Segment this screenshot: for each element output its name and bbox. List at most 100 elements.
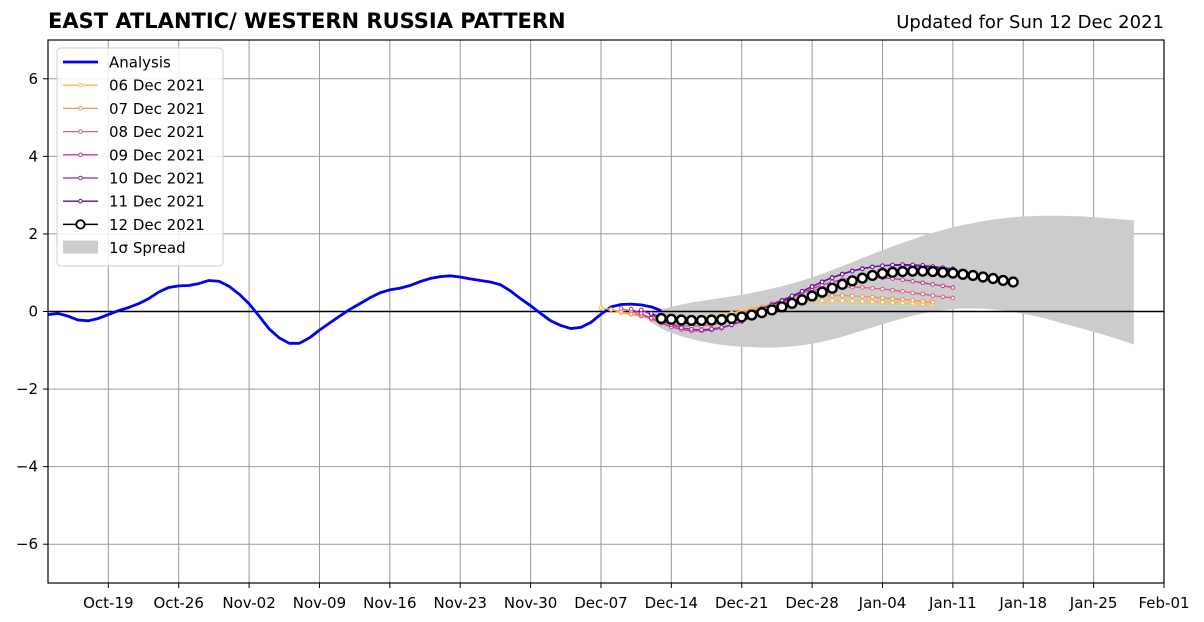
y-tick-label: −4 <box>16 458 38 476</box>
forecast-point <box>907 265 919 277</box>
forecast-point <box>608 307 614 312</box>
forecast-point <box>870 294 875 300</box>
forecast-point <box>860 266 865 272</box>
forecast-point <box>819 279 825 285</box>
forecast-point <box>655 312 667 325</box>
forecast-point <box>826 282 838 294</box>
forecast-point <box>839 293 845 298</box>
forecast-point <box>598 305 604 310</box>
forecast-point <box>900 277 905 282</box>
forecast-point <box>927 265 939 278</box>
legend-item: Analysis <box>63 54 171 72</box>
forecast-point <box>850 298 855 304</box>
forecast-point <box>957 268 969 280</box>
forecast-point <box>679 325 684 331</box>
forecast-point <box>829 298 835 303</box>
legend-label: 12 Dec 2021 <box>109 216 205 234</box>
forecast-point <box>910 297 915 303</box>
forecast-point <box>776 301 788 313</box>
forecast-point <box>910 290 915 296</box>
forecast-point <box>716 314 728 326</box>
forecast-point <box>695 314 708 327</box>
legend-swatch-marker <box>78 106 83 111</box>
plot-area <box>48 215 1164 348</box>
forecast-point <box>920 299 926 304</box>
forecast-point <box>880 295 885 301</box>
forecast-point <box>618 306 624 311</box>
analysis-line <box>48 274 662 345</box>
forecast-point <box>937 266 949 278</box>
forecast-point <box>685 314 698 327</box>
legend-label: Analysis <box>109 54 171 72</box>
forecast-point <box>870 285 875 291</box>
forecast-point <box>796 294 808 306</box>
forecast-point <box>726 312 738 325</box>
forecast-point <box>856 272 868 284</box>
forecast-point <box>876 267 889 280</box>
x-tick-label: Jan-25 <box>1069 594 1118 612</box>
forecast-point <box>675 314 688 326</box>
forecast-point <box>920 280 926 286</box>
legend-swatch-marker <box>78 129 83 134</box>
legend: Analysis 06 Dec 2021 07 Dec 2021 08 Dec 202… <box>56 47 224 267</box>
forecast-point <box>880 286 885 292</box>
forecast-point <box>860 299 865 304</box>
forecast-point <box>950 295 956 301</box>
forecast-point <box>789 293 795 299</box>
x-tick-label: Feb-01 <box>1138 594 1189 612</box>
legend-swatch-marker <box>78 82 83 88</box>
chart-title: EAST ATLANTIC/ WESTERN RUSSIA PATTERN <box>48 9 566 33</box>
forecast-point <box>648 311 654 316</box>
forecast-point <box>940 294 946 300</box>
forecast-point <box>709 326 714 332</box>
forecast-point <box>846 275 858 287</box>
forecast-point <box>866 269 879 282</box>
legend-box <box>56 47 224 267</box>
x-tick-label: Jan-18 <box>998 594 1047 612</box>
x-tick-label: Nov-30 <box>504 594 557 612</box>
forecast-point <box>850 268 855 274</box>
x-tick-label: Dec-21 <box>715 594 769 612</box>
forecast-point <box>756 307 768 319</box>
y-tick-label: −2 <box>16 380 38 398</box>
legend-label: 11 Dec 2021 <box>109 193 205 211</box>
legend-item: 08 Dec 2021 <box>63 123 205 141</box>
x-tick-label: Dec-14 <box>645 594 699 612</box>
legend-label: 1σ Spread <box>109 239 186 257</box>
forecast-point <box>839 271 845 277</box>
x-tick-label: Nov-23 <box>434 594 487 612</box>
x-tick-label: Jan-11 <box>928 594 977 612</box>
forecast-point <box>819 298 825 303</box>
x-tick-label: Nov-09 <box>293 594 346 612</box>
forecast-point <box>786 297 798 309</box>
legend-item: 12 Dec 2021 <box>63 216 205 234</box>
forecast-point <box>705 314 718 326</box>
forecast-point <box>967 269 979 282</box>
legend-label: 06 Dec 2021 <box>109 77 205 95</box>
forecast-point <box>987 272 999 285</box>
x-tick-label: Dec-07 <box>574 594 628 612</box>
legend-label: 08 Dec 2021 <box>109 123 205 141</box>
forecast-point <box>900 262 905 267</box>
legend-label: 09 Dec 2021 <box>109 146 205 164</box>
forecast-point <box>746 309 758 321</box>
forecast-point <box>940 283 946 289</box>
forecast-point <box>870 299 875 305</box>
legend-swatch-patch <box>63 240 98 254</box>
y-tick-label: 4 <box>28 147 38 165</box>
forecast-point <box>850 293 855 299</box>
x-tick-label: Oct-26 <box>153 594 203 612</box>
forecast-point <box>930 293 936 298</box>
forecast-point <box>829 293 835 298</box>
forecast-point <box>950 285 956 290</box>
forecast-point <box>689 327 694 332</box>
forecast-point <box>836 278 848 290</box>
forecast-point <box>799 289 805 294</box>
legend-label: 07 Dec 2021 <box>109 100 205 118</box>
forecast-point <box>816 286 828 298</box>
forecast-point <box>910 278 915 284</box>
forecast-point <box>880 263 885 269</box>
forecast-point <box>699 327 704 333</box>
